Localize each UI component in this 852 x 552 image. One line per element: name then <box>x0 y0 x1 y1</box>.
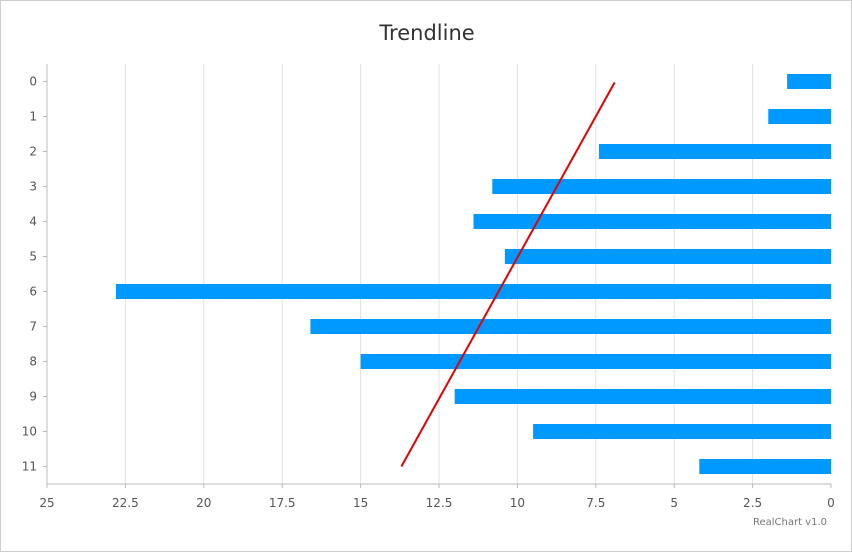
x-tick-label: 0 <box>827 496 835 510</box>
bar-2 <box>598 144 831 159</box>
bar-6 <box>115 284 831 299</box>
y-tick-label: 9 <box>29 390 37 404</box>
y-tick-label: 4 <box>29 215 37 229</box>
x-tick-label: 7.5 <box>586 496 605 510</box>
y-tick-label: 11 <box>22 460 37 474</box>
credit-label: RealChart v1.0 <box>752 517 827 528</box>
x-tick-label: 22.5 <box>112 496 139 510</box>
bar-10 <box>533 424 831 439</box>
y-tick-label: 6 <box>29 285 37 299</box>
x-tick-label: 17.5 <box>269 496 296 510</box>
bar-9 <box>454 389 831 404</box>
x-tick-label: 20 <box>196 496 211 510</box>
bar-8 <box>360 354 831 369</box>
chart-title: Trendline <box>379 21 475 45</box>
y-tick-label: 7 <box>29 320 37 334</box>
x-tick-label: 5 <box>670 496 678 510</box>
y-tick-label: 3 <box>29 180 37 194</box>
trendline <box>400 82 616 467</box>
y-tick-label: 10 <box>22 425 37 439</box>
y-tick-label: 2 <box>29 145 37 159</box>
x-tick-label: 10 <box>510 496 525 510</box>
y-tick-label: 1 <box>29 110 37 124</box>
bar-5 <box>504 249 831 264</box>
bar-3 <box>492 179 831 194</box>
bar-0 <box>787 74 831 89</box>
x-tick-label: 25 <box>39 496 54 510</box>
bar-1 <box>768 109 831 124</box>
bar-4 <box>473 214 831 229</box>
x-tick-label: 15 <box>353 496 368 510</box>
bar-7 <box>310 319 831 334</box>
bar-11 <box>699 459 831 474</box>
y-tick-label: 0 <box>29 75 37 89</box>
x-tick-label: 2.5 <box>743 496 762 510</box>
x-tick-label: 12.5 <box>426 496 453 510</box>
y-tick-label: 5 <box>29 250 37 264</box>
y-tick-label: 8 <box>29 355 37 369</box>
